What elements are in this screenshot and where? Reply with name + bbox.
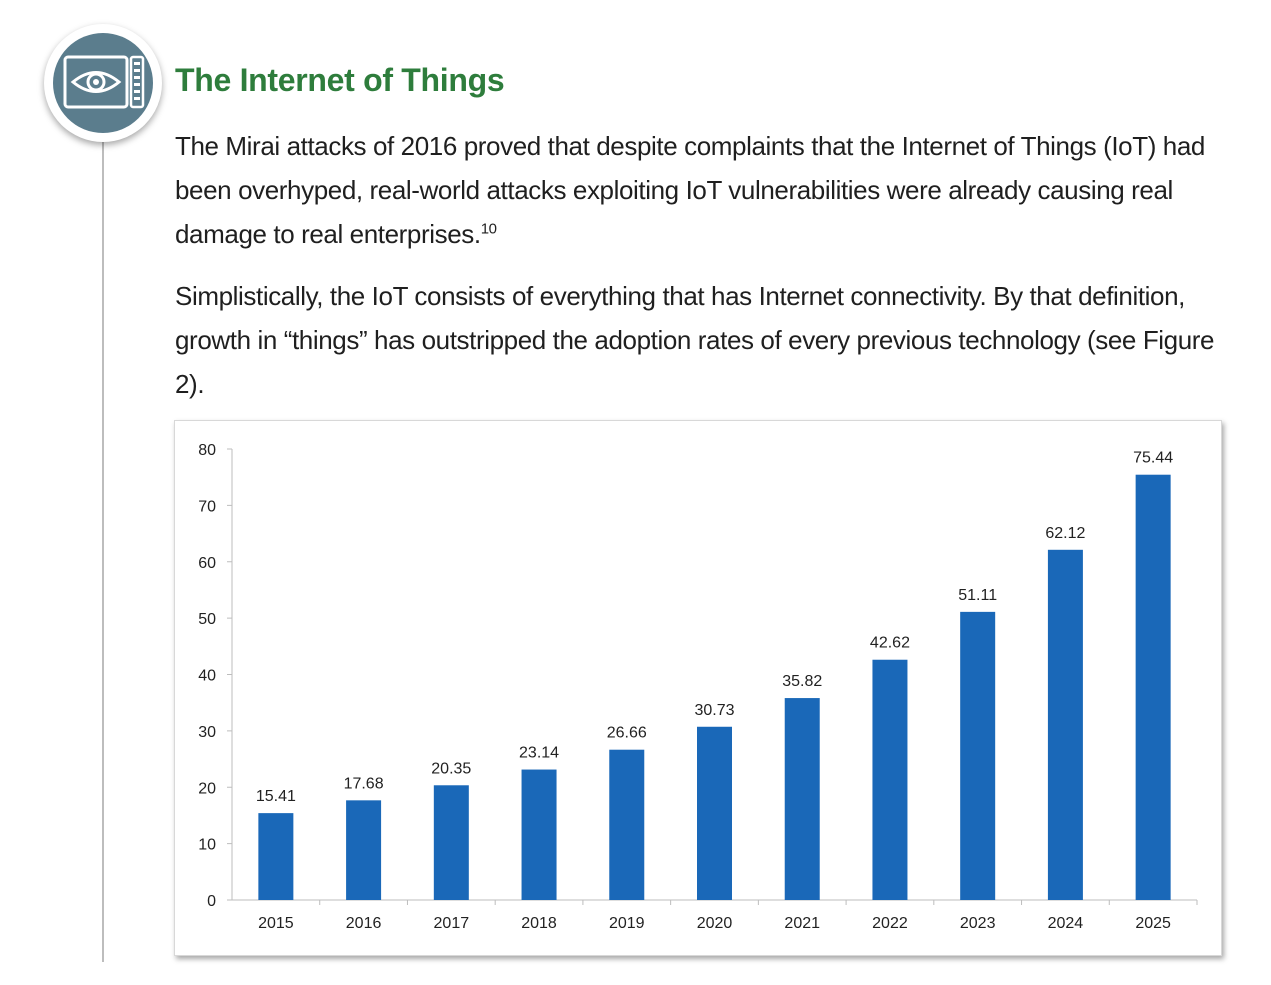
value-label-2021: 35.82 (782, 673, 822, 690)
paragraph-iot-definition: Simplistically, the IoT consists of ever… (175, 274, 1235, 406)
iot-growth-chart: 0 10 20 30 40 50 60 70 80 15.41 2015 17.68 2016 20.35… (174, 420, 1222, 956)
bar-2021 (784, 698, 820, 900)
value-label-2017: 20.35 (431, 760, 471, 777)
bar-2023 (960, 611, 996, 900)
value-label-2020: 30.73 (694, 702, 734, 719)
y-tick-label: 10 (198, 837, 216, 854)
x-tick-label-2021: 2021 (784, 915, 820, 932)
y-tick-label: 80 (198, 442, 216, 459)
value-label-2023: 51.11 (958, 587, 997, 604)
bar-2015 (258, 813, 294, 900)
value-label-2022: 42.62 (870, 635, 910, 652)
x-tick-label-2025: 2025 (1135, 915, 1171, 932)
x-tick-label-2017: 2017 (434, 915, 470, 932)
value-label-2018: 23.14 (519, 745, 559, 762)
y-tick-label: 40 (198, 668, 216, 685)
bar-2020 (697, 726, 732, 900)
section-title: The Internet of Things (175, 62, 505, 98)
value-label-2015: 15.41 (256, 788, 296, 805)
value-label-2019: 26.66 (607, 725, 647, 742)
left-vertical-rule (102, 130, 104, 962)
bar-2017 (433, 785, 469, 900)
y-tick-label: 60 (198, 555, 216, 572)
x-tick-label-2016: 2016 (346, 915, 382, 932)
value-label-2016: 17.68 (344, 775, 384, 792)
bar-2025 (1135, 474, 1171, 900)
x-tick-label-2023: 2023 (960, 915, 996, 932)
x-tick-label-2015: 2015 (258, 915, 294, 932)
y-tick-label: 30 (198, 724, 216, 741)
x-tick-label-2022: 2022 (872, 915, 908, 932)
x-tick-label-2019: 2019 (609, 915, 645, 932)
value-label-2024: 62.12 (1045, 525, 1085, 542)
footnote-reference[interactable]: 10 (480, 220, 497, 238)
bar-2016 (346, 800, 382, 900)
bar-2019 (609, 749, 645, 900)
y-tick-label: 50 (198, 611, 216, 628)
section-badge (44, 24, 162, 142)
paragraph-iot-definition-text: Simplistically, the IoT consists of ever… (175, 281, 1215, 399)
x-tick-label-2018: 2018 (521, 915, 557, 932)
bar-2022 (872, 659, 908, 900)
value-label-2025: 75.44 (1133, 450, 1173, 467)
eye-surveillance-icon (53, 33, 153, 133)
x-tick-label-2024: 2024 (1048, 915, 1084, 932)
y-tick-label: 70 (198, 498, 216, 515)
bar-2018 (521, 769, 557, 900)
bar-2024 (1047, 549, 1083, 900)
paragraph-mirai: The Mirai attacks of 2016 proved that de… (175, 124, 1235, 256)
y-tick-label: 20 (198, 780, 216, 797)
x-tick-label-2020: 2020 (697, 915, 733, 932)
paragraph-mirai-text: The Mirai attacks of 2016 proved that de… (175, 131, 1205, 249)
y-tick-label: 0 (207, 893, 216, 910)
bar-chart-svg: 0 10 20 30 40 50 60 70 80 15.41 2015 17.68 2016 20.35… (198, 442, 1198, 932)
